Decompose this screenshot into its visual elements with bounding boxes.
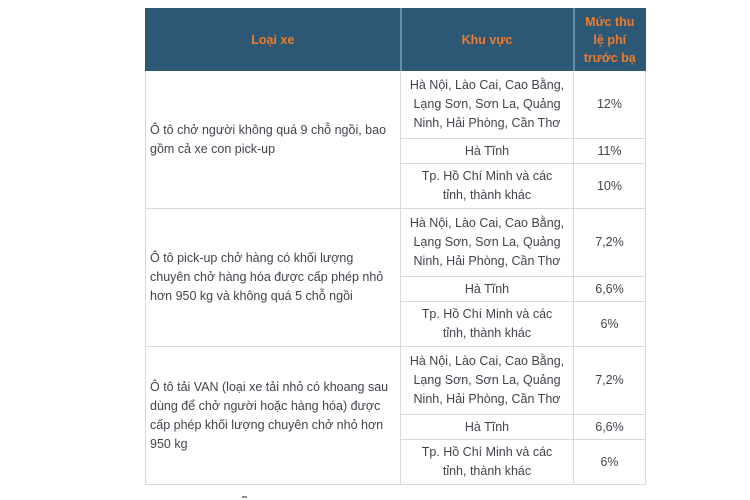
table-row: Hà Tĩnh 11% [146, 138, 646, 164]
table-row: Ô tô chở người không quá 9 chỗ ngồi, bao… [145, 70, 646, 209]
rate-cell: 10% [573, 163, 646, 209]
vehicle-type-cell: Ô tô chở người không quá 9 chỗ ngồi, bao… [145, 70, 401, 209]
region-cell: Tp. Hồ Chí Minh và các tỉnh, thành khác [400, 301, 574, 347]
table-header-row: Loại xe Khu vực Mức thu lệ phí trước bạ [145, 8, 646, 71]
rate-cell: 6% [573, 439, 646, 485]
table-row: Tp. Hồ Chí Minh và các tỉnh, thành khác … [146, 163, 646, 209]
header-vehicle-type: Loại xe [145, 8, 401, 71]
vehicle-type-cell: Ô tô tải VAN (loại xe tải nhỏ có khoang … [145, 346, 401, 485]
region-cell: Hà Nội, Lào Cai, Cao Bằng, Lạng Sơn, Sơn… [400, 70, 574, 139]
region-cell: Hà Tĩnh [400, 414, 574, 440]
region-cell: Hà Nội, Lào Cai, Cao Bằng, Lạng Sơn, Sơn… [400, 208, 574, 277]
rate-cell: 6,6% [573, 414, 646, 440]
rate-cell: 7,2% [573, 208, 646, 277]
header-fee-rate: Mức thu lệ phí trước bạ [572, 8, 646, 71]
region-cell: Hà Tĩnh [400, 138, 574, 164]
cut-off-text-artifact [242, 496, 247, 498]
registration-fee-table-container: Loại xe Khu vực Mức thu lệ phí trước bạ … [145, 8, 646, 485]
rate-cell: 12% [573, 70, 646, 139]
table-row: Ô tô tải VAN (loại xe tải nhỏ có khoang … [145, 346, 646, 485]
table-row: Tp. Hồ Chí Minh và các tỉnh, thành khác … [146, 439, 646, 485]
header-region: Khu vực [399, 8, 574, 71]
table-row: Tp. Hồ Chí Minh và các tỉnh, thành khác … [146, 301, 646, 347]
region-cell: Hà Nội, Lào Cai, Cao Bằng, Lạng Sơn, Sơn… [400, 346, 574, 415]
region-cell: Tp. Hồ Chí Minh và các tỉnh, thành khác [400, 163, 574, 209]
rate-cell: 11% [573, 138, 646, 164]
registration-fee-table: Loại xe Khu vực Mức thu lệ phí trước bạ … [145, 8, 646, 485]
rate-cell: 6% [573, 301, 646, 347]
rate-cell: 7,2% [573, 346, 646, 415]
region-cell: Hà Tĩnh [400, 276, 574, 302]
table-row: Hà Tĩnh 6,6% [146, 414, 646, 440]
vehicle-type-cell: Ô tô pick-up chở hàng có khối lượng chuy… [145, 208, 401, 347]
table-row: Ô tô pick-up chở hàng có khối lượng chuy… [145, 208, 646, 347]
region-cell: Tp. Hồ Chí Minh và các tỉnh, thành khác [400, 439, 574, 485]
rate-cell: 6,6% [573, 276, 646, 302]
